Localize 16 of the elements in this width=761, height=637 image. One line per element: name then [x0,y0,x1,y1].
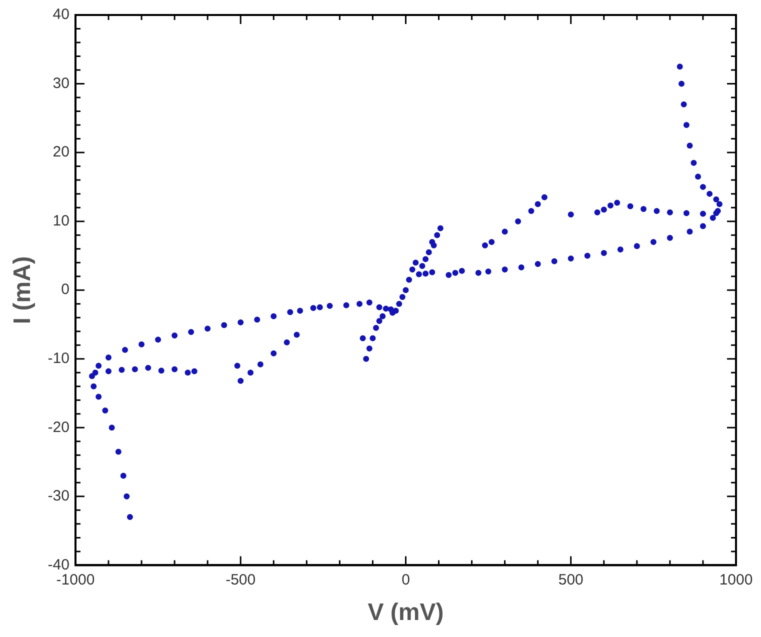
y-axis-title: I (mA) [9,256,36,324]
y-tick-label: 30 [52,74,70,92]
x-tick-label: 0 [402,571,410,588]
x-tick-label: -1000 [56,571,95,588]
y-tick-label: -40 [48,556,70,574]
y-tick-label: 40 [52,6,70,24]
y-tick-label: -10 [48,350,70,368]
y-tick-label: 10 [52,212,70,230]
y-tick-label: 20 [52,144,70,161]
x-tick-label: 1000 [719,571,753,588]
y-tick-label: -30 [48,488,70,505]
x-tick-label: -500 [226,571,256,588]
x-tick-label: 500 [558,571,584,588]
y-tick-label: -20 [48,418,70,436]
y-tick-label: 0 [61,281,70,298]
x-axis-title: V (mV) [368,599,444,626]
